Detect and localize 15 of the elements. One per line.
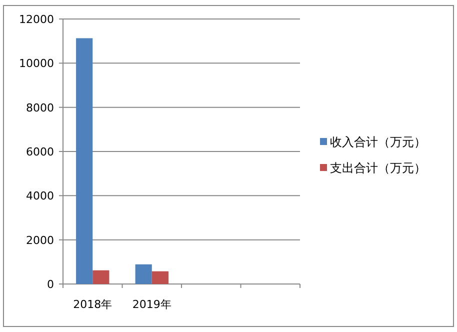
legend-label: 收入合计（万元） bbox=[330, 135, 426, 149]
x-tick-label: 2018年 bbox=[73, 298, 112, 311]
y-tick-label: 10000 bbox=[19, 57, 54, 70]
legend-label: 支出合计（万元） bbox=[330, 161, 426, 175]
bar bbox=[76, 38, 93, 284]
y-tick-label: 0 bbox=[47, 278, 54, 291]
y-tick-label: 8000 bbox=[26, 101, 54, 114]
y-tick-label: 6000 bbox=[26, 146, 54, 158]
y-tick-label: 12000 bbox=[19, 13, 54, 26]
x-tick-label: 2019年 bbox=[132, 298, 172, 311]
bar bbox=[135, 264, 152, 284]
y-tick-label: 4000 bbox=[26, 190, 54, 203]
bar bbox=[152, 271, 168, 284]
y-tick-label: 2000 bbox=[26, 234, 54, 247]
bar bbox=[92, 270, 110, 284]
